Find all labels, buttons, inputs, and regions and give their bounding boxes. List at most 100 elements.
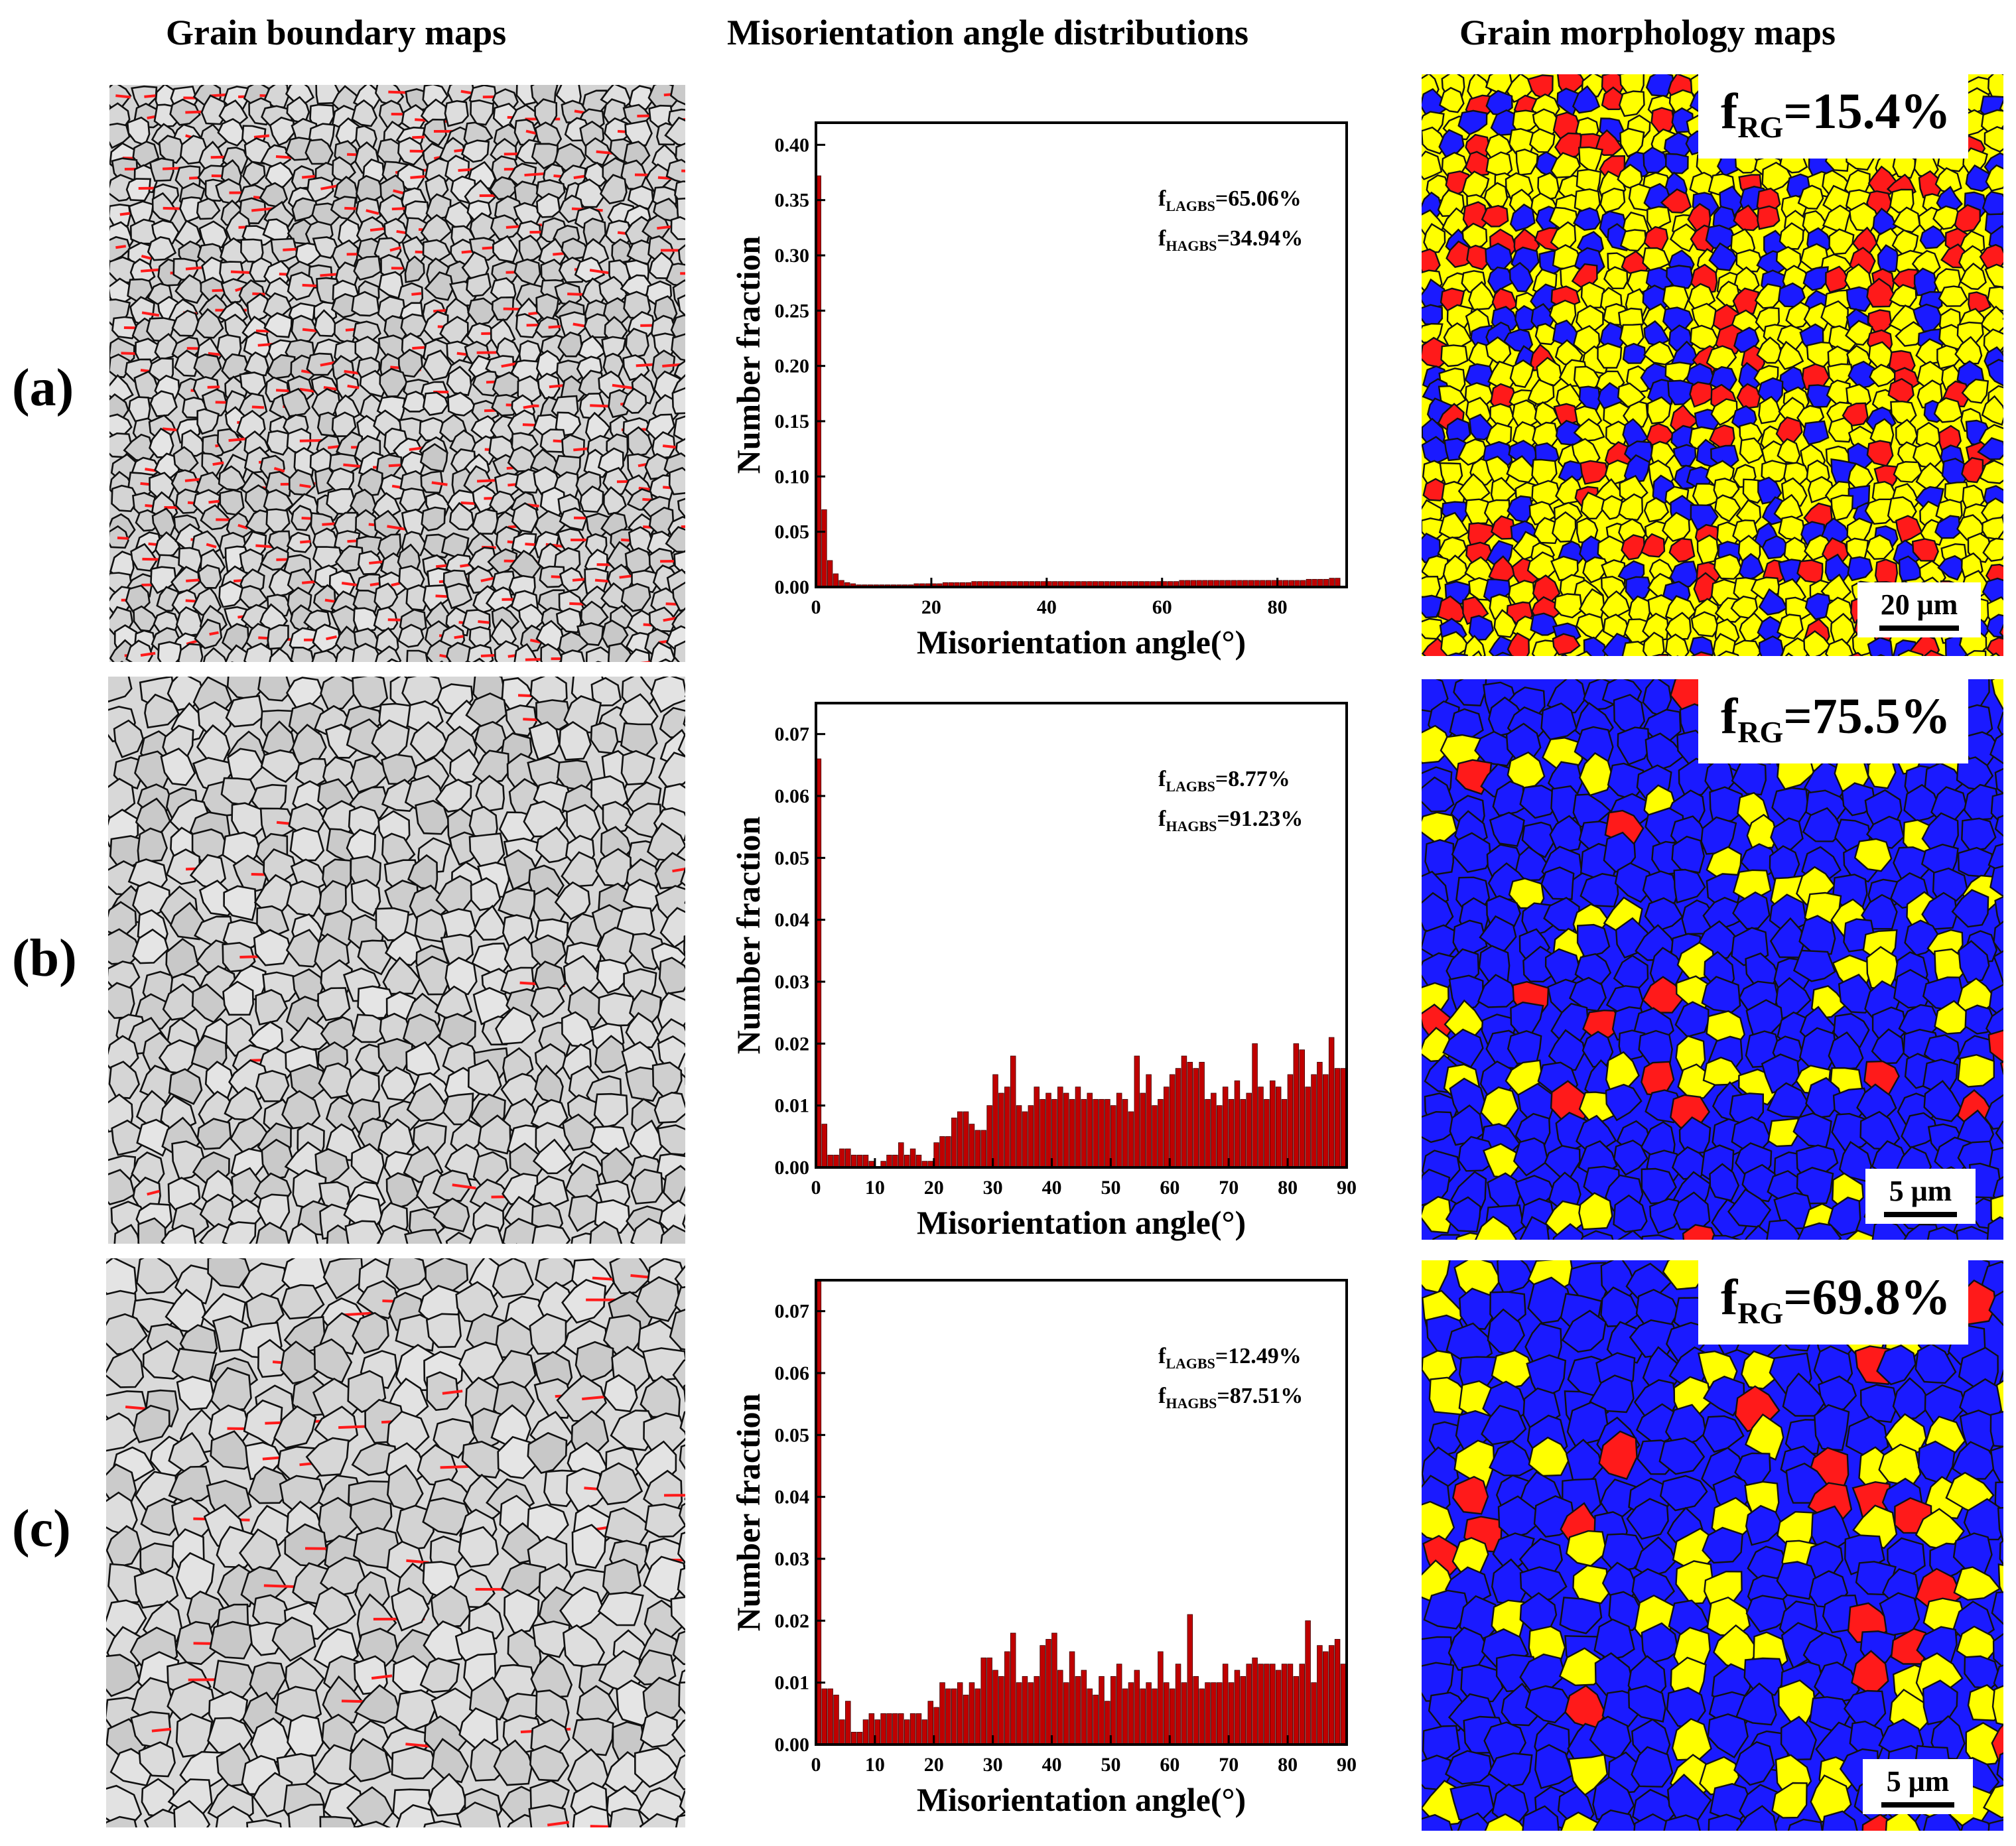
grain: [1784, 652, 1794, 656]
grain: [1814, 1404, 1850, 1451]
grain: [620, 582, 651, 612]
x-tick-label: 0: [811, 1177, 821, 1199]
grain: [426, 1371, 459, 1412]
grain: [1422, 575, 1442, 598]
grain: [449, 501, 474, 531]
grain: [352, 1311, 389, 1354]
grain: [1512, 1137, 1549, 1177]
grain: [1457, 109, 1488, 135]
low-angle-boundary: [185, 266, 204, 271]
grain: [1769, 917, 1805, 958]
grain-morphology-map-c: [1422, 1260, 2003, 1831]
grain: [318, 880, 347, 915]
bar: [839, 1719, 845, 1745]
grain: [160, 748, 196, 786]
grain: [1617, 1230, 1644, 1240]
grain: [133, 1404, 170, 1443]
grain: [1437, 595, 1466, 623]
grain: [381, 754, 419, 785]
bar: [1323, 1651, 1329, 1745]
low-angle-boundary: [612, 383, 636, 390]
low-angle-boundary: [147, 1189, 161, 1196]
frg-label-c: fRG=69.8%: [1698, 1260, 1968, 1345]
y-tick-label: 0.20: [775, 356, 810, 377]
grain: [1617, 726, 1650, 765]
y-tick-label: 0.25: [775, 300, 810, 322]
grain: [1515, 149, 1539, 176]
grain: [431, 1738, 470, 1784]
grain: [1771, 1782, 1808, 1819]
x-tick-label: 40: [1042, 1754, 1062, 1776]
grain: [1466, 244, 1491, 271]
bar: [1146, 1074, 1152, 1168]
low-angle-boundary: [115, 245, 127, 249]
bar: [1116, 1092, 1122, 1168]
bar: [1122, 1098, 1128, 1168]
grain: [1464, 151, 1494, 177]
grain: [1573, 418, 1605, 442]
grain: [1582, 556, 1609, 584]
grain: [395, 1804, 437, 1827]
grain: [531, 1224, 571, 1244]
bar: [1187, 1614, 1193, 1745]
grain: [1438, 511, 1469, 539]
grain: [1544, 948, 1582, 986]
misorientation-chart-a: 0.00 0.05 0.10 0.15 0.20 0.25 0.30 0.35 0.40 0 20 4…: [730, 121, 1348, 661]
grain: [1735, 249, 1763, 273]
grain: [1708, 1813, 1745, 1831]
title-misorientation: Misorientation angle distributions: [727, 13, 1249, 52]
bar: [1340, 1664, 1347, 1745]
grain: [196, 197, 221, 220]
y-tick-label: 0.01: [775, 1672, 810, 1694]
bar: [1146, 1682, 1152, 1745]
grain: [1792, 1112, 1832, 1148]
grain: [1767, 1082, 1809, 1118]
grain: [658, 658, 673, 662]
grain: [1573, 207, 1601, 231]
grain: [504, 1589, 540, 1634]
grain: [357, 985, 395, 1020]
grain: [1422, 594, 1444, 619]
grain: [386, 658, 400, 662]
grain: [683, 935, 685, 960]
grain: [1706, 1596, 1751, 1636]
bar: [1299, 1664, 1305, 1745]
grain: [511, 502, 539, 533]
grain: [572, 1717, 614, 1756]
bar: [1299, 1049, 1305, 1168]
grain: [1645, 732, 1686, 772]
bar: [1122, 1688, 1128, 1745]
grain: [1996, 1752, 2003, 1782]
grain: [175, 606, 203, 637]
grain: [1579, 460, 1609, 485]
grain: [1487, 1752, 1533, 1788]
grain: [590, 722, 619, 754]
grain: [669, 1309, 685, 1351]
frg-label-b: fRG=75.5%: [1698, 679, 1968, 763]
grain: [649, 641, 675, 662]
grain: [165, 937, 200, 979]
grain: [446, 365, 472, 397]
bar: [1045, 1092, 1051, 1168]
grain: [1644, 897, 1684, 933]
grain: [1509, 261, 1534, 293]
x-tick-label: 60: [1160, 1177, 1179, 1199]
grain: [579, 485, 604, 513]
grain: [620, 750, 655, 786]
x-tick-label: 10: [865, 1754, 885, 1776]
grain: [108, 982, 135, 1020]
grain: [1822, 1810, 1858, 1831]
grain: [1954, 336, 1983, 365]
grain: [1988, 1290, 2003, 1327]
grain: [1565, 1530, 1608, 1567]
grain: [286, 531, 312, 553]
grain: [1598, 1430, 1638, 1481]
grain: [1777, 614, 1804, 639]
grain: [1745, 1413, 1784, 1461]
grain: [1828, 1196, 1861, 1236]
grain: [559, 507, 588, 531]
grain: [1991, 1723, 2003, 1763]
grain: [1422, 1195, 1453, 1234]
grain: [352, 677, 389, 712]
grain: [1534, 1744, 1574, 1790]
